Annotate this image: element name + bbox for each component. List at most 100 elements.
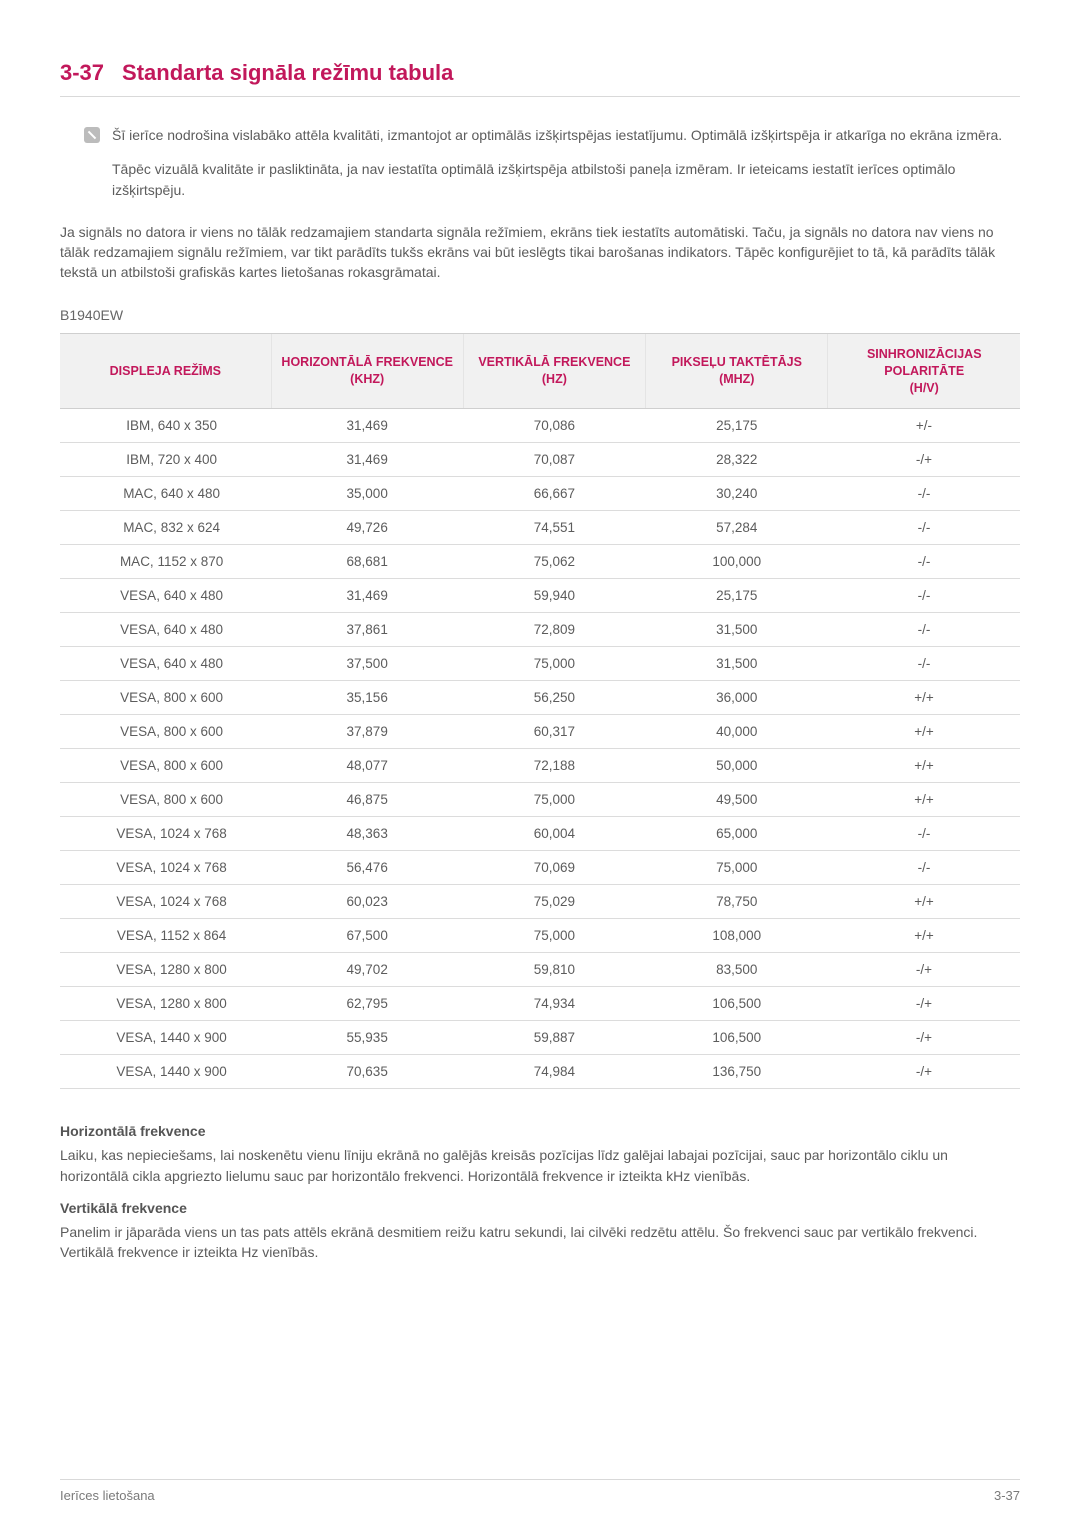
table-cell: 36,000 (646, 681, 828, 715)
table-cell: VESA, 800 x 600 (60, 681, 271, 715)
table-cell: 59,940 (463, 579, 645, 613)
table-cell: -/- (828, 511, 1020, 545)
table-cell: 67,500 (271, 919, 463, 953)
table-body: IBM, 640 x 35031,46970,08625,175+/-IBM, … (60, 409, 1020, 1089)
table-row: VESA, 640 x 48037,86172,80931,500-/- (60, 613, 1020, 647)
table-cell: VESA, 1280 x 800 (60, 987, 271, 1021)
table-cell: VESA, 640 x 480 (60, 613, 271, 647)
table-cell: 68,681 (271, 545, 463, 579)
table-cell: 48,363 (271, 817, 463, 851)
table-cell: 56,476 (271, 851, 463, 885)
table-row: VESA, 1440 x 90055,93559,887106,500-/+ (60, 1021, 1020, 1055)
table-cell: 75,000 (463, 647, 645, 681)
table-cell: 49,702 (271, 953, 463, 987)
table-row: VESA, 1024 x 76856,47670,06975,000-/- (60, 851, 1020, 885)
table-cell: 62,795 (271, 987, 463, 1021)
table-cell: 56,250 (463, 681, 645, 715)
page-footer: Ierīces lietošana 3-37 (60, 1479, 1020, 1503)
footer-left: Ierīces lietošana (60, 1488, 155, 1503)
table-cell: 74,551 (463, 511, 645, 545)
table-row: MAC, 1152 x 87068,68175,062100,000-/- (60, 545, 1020, 579)
table-cell: -/+ (828, 987, 1020, 1021)
body-paragraph: Ja signāls no datora ir viens no tālāk r… (60, 222, 1020, 283)
table-cell: 70,086 (463, 409, 645, 443)
table-cell: 57,284 (646, 511, 828, 545)
table-header-cell: DISPLEJA REŽĪMS (60, 333, 271, 409)
table-row: VESA, 640 x 48037,50075,00031,500-/- (60, 647, 1020, 681)
note-row: Šī ierīce nodrošina vislabāko attēla kva… (84, 125, 1020, 145)
table-cell: 75,000 (463, 919, 645, 953)
table-header-row: DISPLEJA REŽĪMSHORIZONTĀLĀ FREKVENCE(KHZ… (60, 333, 1020, 409)
table-cell: -/- (828, 647, 1020, 681)
table-row: VESA, 1280 x 80062,79574,934106,500-/+ (60, 987, 1020, 1021)
table-cell: 59,887 (463, 1021, 645, 1055)
note-block: Šī ierīce nodrošina vislabāko attēla kva… (84, 125, 1020, 200)
table-cell: 37,861 (271, 613, 463, 647)
table-cell: 25,175 (646, 409, 828, 443)
table-cell: 50,000 (646, 749, 828, 783)
section-title: Standarta signāla režīmu tabula (122, 60, 453, 86)
table-cell: +/+ (828, 885, 1020, 919)
table-cell: -/- (828, 545, 1020, 579)
subheading-vfreq: Vertikālā frekvence (60, 1200, 1020, 1216)
table-cell: VESA, 1440 x 900 (60, 1055, 271, 1089)
section-number: 3-37 (60, 60, 104, 86)
table-cell: 30,240 (646, 477, 828, 511)
table-cell: +/+ (828, 919, 1020, 953)
table-row: VESA, 640 x 48031,46959,94025,175-/- (60, 579, 1020, 613)
table-cell: 66,667 (463, 477, 645, 511)
table-cell: 106,500 (646, 1021, 828, 1055)
table-cell: 75,000 (463, 783, 645, 817)
table-row: VESA, 1280 x 80049,70259,81083,500-/+ (60, 953, 1020, 987)
table-cell: -/+ (828, 1021, 1020, 1055)
table-cell: VESA, 1024 x 768 (60, 851, 271, 885)
table-cell: 31,469 (271, 409, 463, 443)
paragraph-vfreq: Panelim ir jāparāda viens un tas pats at… (60, 1222, 1020, 1263)
table-cell: MAC, 640 x 480 (60, 477, 271, 511)
paragraph-hfreq: Laiku, kas nepieciešams, lai noskenētu v… (60, 1145, 1020, 1186)
table-row: VESA, 800 x 60035,15656,25036,000+/+ (60, 681, 1020, 715)
table-cell: MAC, 1152 x 870 (60, 545, 271, 579)
table-cell: 74,984 (463, 1055, 645, 1089)
table-cell: 78,750 (646, 885, 828, 919)
subheading-hfreq: Horizontālā frekvence (60, 1123, 1020, 1139)
note-row: Tāpēc vizuālā kvalitāte ir pasliktināta,… (84, 159, 1020, 200)
table-header-cell: HORIZONTĀLĀ FREKVENCE(KHZ) (271, 333, 463, 409)
table-cell: 108,000 (646, 919, 828, 953)
table-cell: -/- (828, 613, 1020, 647)
table-cell: -/+ (828, 953, 1020, 987)
page: 3-37 Standarta signāla režīmu tabula Šī … (0, 0, 1080, 1527)
note-icon (84, 127, 100, 143)
note-text-2: Tāpēc vizuālā kvalitāte ir pasliktināta,… (112, 159, 1020, 200)
table-cell: 136,750 (646, 1055, 828, 1089)
table-cell: VESA, 1152 x 864 (60, 919, 271, 953)
table-cell: +/+ (828, 783, 1020, 817)
table-cell: VESA, 800 x 600 (60, 715, 271, 749)
table-cell: 74,934 (463, 987, 645, 1021)
table-cell: 59,810 (463, 953, 645, 987)
table-cell: -/- (828, 579, 1020, 613)
table-cell: 70,069 (463, 851, 645, 885)
table-row: VESA, 1440 x 90070,63574,984136,750-/+ (60, 1055, 1020, 1089)
table-cell: VESA, 1024 x 768 (60, 885, 271, 919)
table-cell: +/- (828, 409, 1020, 443)
table-cell: IBM, 640 x 350 (60, 409, 271, 443)
table-cell: 106,500 (646, 987, 828, 1021)
table-cell: 75,000 (646, 851, 828, 885)
table-cell: +/+ (828, 715, 1020, 749)
table-row: MAC, 832 x 62449,72674,55157,284-/- (60, 511, 1020, 545)
note-text-1: Šī ierīce nodrošina vislabāko attēla kva… (112, 125, 1002, 145)
table-header-cell: PIKSEĻU TAKTĒTĀJS(MHZ) (646, 333, 828, 409)
table-cell: 49,726 (271, 511, 463, 545)
table-cell: 25,175 (646, 579, 828, 613)
table-row: VESA, 1024 x 76848,36360,00465,000-/- (60, 817, 1020, 851)
table-cell: +/+ (828, 749, 1020, 783)
table-cell: VESA, 800 x 600 (60, 783, 271, 817)
table-row: MAC, 640 x 48035,00066,66730,240-/- (60, 477, 1020, 511)
table-cell: VESA, 1024 x 768 (60, 817, 271, 851)
table-cell: 31,469 (271, 579, 463, 613)
table-cell: 60,317 (463, 715, 645, 749)
table-header-cell: SINHRONIZĀCIJAS POLARITĀTE(H/V) (828, 333, 1020, 409)
table-cell: 60,004 (463, 817, 645, 851)
table-cell: 75,062 (463, 545, 645, 579)
